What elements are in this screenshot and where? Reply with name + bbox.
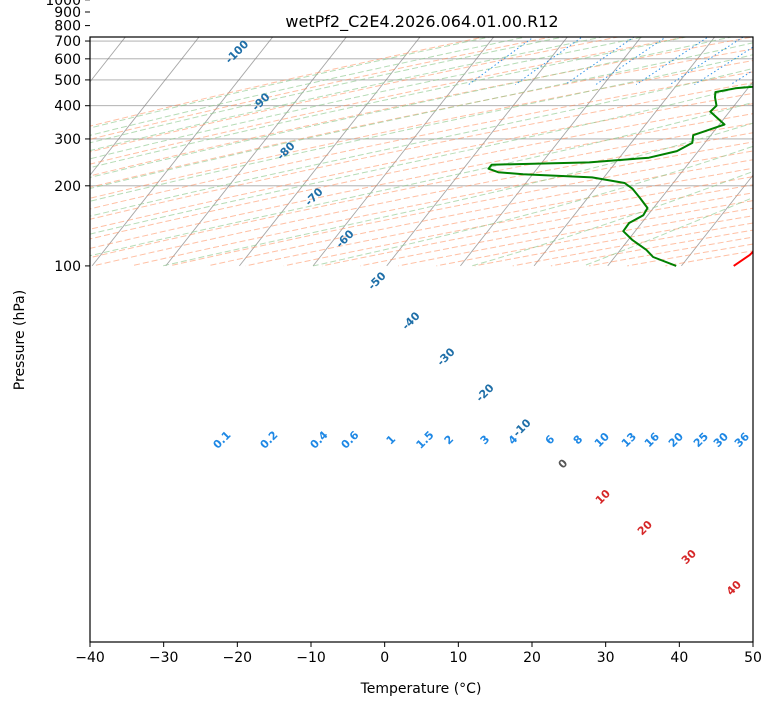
sounding-curves	[487, 85, 753, 267]
y-tick-label: 500	[54, 73, 81, 89]
y-tick-label: 1000	[45, 0, 81, 9]
moist-adiabat-line	[313, 145, 753, 267]
dry-adiabat-line	[90, 92, 753, 230]
moist-adiabat-line	[90, 37, 734, 178]
x-tick-label: −40	[75, 650, 105, 666]
x-tick-label: 50	[744, 650, 762, 666]
isotherm-line	[90, 37, 200, 176]
x-tick-label: 20	[523, 650, 541, 666]
dry-adiabat-line	[90, 37, 688, 165]
y-tick-label: 200	[54, 179, 81, 195]
moist-adiabat-line	[90, 37, 566, 144]
moist-adiabat-line	[471, 170, 753, 267]
isotherm-line	[533, 37, 716, 267]
x-tick-label: −10	[296, 650, 326, 666]
plot-grid	[90, 37, 753, 267]
mixing-ratio-line	[468, 37, 535, 86]
dry-adiabat-line	[90, 103, 753, 240]
isotherm-line	[90, 37, 126, 83]
moist-adiabat-line	[583, 197, 753, 267]
mixing-ratio-line	[564, 37, 635, 86]
moist-adiabat-line	[90, 67, 753, 217]
y-tick-label: 100	[54, 259, 81, 275]
x-tick-label: 30	[597, 650, 615, 666]
y-tick-label: 400	[54, 99, 81, 115]
moist-adiabat-line	[90, 37, 646, 160]
y-tick-label: 300	[54, 132, 81, 148]
moist-adiabat-line	[90, 37, 689, 169]
dry-adiabat-line	[436, 207, 753, 267]
x-tick-label: −20	[223, 650, 253, 666]
moist-adiabat-line	[90, 37, 492, 129]
chart-title: wetPf2_C2E4.2026.064.01.00.R12	[285, 12, 558, 32]
dry-adiabat-line	[90, 37, 554, 140]
dry-adiabat-line	[90, 60, 753, 199]
mixing-ratio-line	[669, 37, 745, 86]
moist-adiabat-line	[90, 54, 753, 202]
dry-adiabat-line	[360, 192, 753, 267]
isotherm-line	[681, 174, 753, 267]
dry-adiabat-line	[207, 159, 753, 267]
dry-adiabat-line	[90, 71, 753, 210]
isotherm-line	[312, 37, 495, 267]
x-tick-label: 0	[380, 650, 389, 666]
mixing-ratio-line	[595, 37, 667, 86]
y-tick-label: 900	[54, 5, 81, 21]
moist-adiabat-line	[90, 83, 753, 235]
y-tick-label: 600	[54, 52, 81, 68]
isotherm-line	[165, 37, 347, 267]
x-tick-label: −30	[149, 650, 179, 666]
x-tick-label: 10	[449, 650, 467, 666]
isotherm-line	[386, 37, 568, 267]
dry-adiabat-line	[90, 122, 753, 259]
x-tick-label: 40	[670, 650, 688, 666]
dewpoint-curve	[487, 85, 753, 267]
dry-adiabat-line	[283, 176, 753, 267]
x-axis-label: Temperature (°C)	[360, 681, 482, 697]
moist-adiabat-line	[90, 101, 753, 257]
moist-adiabat-line	[90, 37, 529, 136]
plot-frame	[89, 36, 754, 643]
y-tick-label: 800	[54, 19, 81, 35]
mixing-ratio-line	[694, 46, 753, 86]
moist-adiabat-line	[90, 37, 605, 152]
y-axis-label: Pressure (hPa)	[12, 290, 28, 390]
dry-adiabat-line	[90, 37, 621, 153]
x-axis-ticks: −40 −30 −20 −10 0 10 20 30 40 50	[75, 642, 762, 666]
y-tick-label: 700	[54, 34, 81, 50]
dry-adiabat-line	[131, 141, 753, 267]
isotherm-line	[460, 37, 642, 267]
